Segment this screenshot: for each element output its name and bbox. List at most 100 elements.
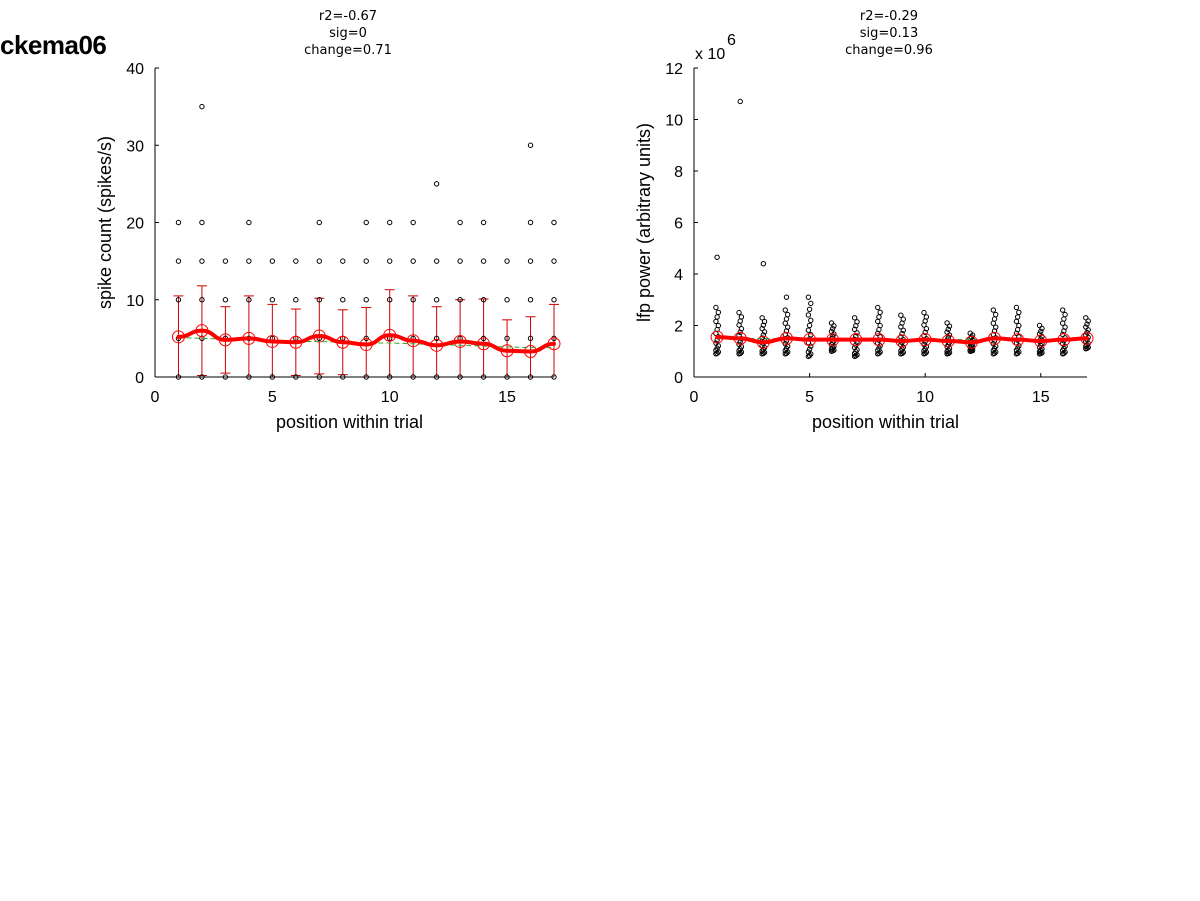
data-point [923, 326, 930, 332]
y-tick-label: 10 [665, 113, 683, 130]
data-point [1036, 322, 1043, 329]
data-point [875, 304, 881, 311]
y-tick-label: 2 [674, 319, 683, 336]
data-point [316, 374, 322, 380]
x-tick-label: 0 [151, 389, 160, 406]
data-point [921, 309, 927, 316]
data-point [1059, 307, 1066, 313]
y-tick-label: 30 [126, 138, 144, 155]
data-point [457, 374, 463, 380]
data-point [410, 258, 416, 264]
x-tick-label: 0 [690, 389, 699, 406]
data-point [899, 330, 905, 337]
data-point [551, 219, 557, 226]
y-tick-label: 8 [674, 164, 683, 181]
data-point [760, 332, 767, 338]
data-point [175, 258, 182, 264]
data-point [967, 330, 973, 336]
data-point [713, 304, 719, 311]
data-point [1016, 309, 1022, 316]
data-point [527, 142, 534, 148]
data-point [480, 297, 487, 303]
data-point [900, 327, 906, 334]
data-point [944, 329, 950, 335]
stat-text: change=0.71 [304, 43, 392, 58]
data-point [714, 350, 720, 356]
lfp-power-panel: r2=-0.29 sig=0.13 change=0.96 0 2 4 6 8 10 12 0 5 10… [634, 9, 1094, 432]
data-point [293, 258, 299, 264]
data-point [246, 258, 252, 264]
y-tick-label: 20 [126, 216, 144, 233]
data-point [759, 325, 765, 332]
data-point [808, 343, 814, 349]
figure-title: ckema06 [0, 30, 107, 60]
data-point [898, 312, 904, 318]
data-point [504, 258, 510, 264]
data-point [199, 374, 205, 380]
data-point [715, 309, 722, 316]
mean-line [176, 328, 556, 354]
data-point [736, 309, 742, 316]
data-point [340, 374, 346, 380]
data-point [944, 320, 950, 326]
data-point [782, 307, 788, 313]
data-point [1013, 304, 1020, 311]
x-tick-label: 10 [381, 389, 399, 406]
data-point [828, 320, 835, 326]
data-point [993, 311, 999, 318]
stat-text: sig=0.13 [860, 26, 918, 41]
x-axis-label: position within trial [276, 412, 423, 432]
data-point [551, 374, 557, 380]
data-point [875, 318, 881, 325]
data-point [246, 219, 252, 226]
data-point-outlier [760, 261, 767, 267]
data-point [876, 350, 882, 356]
data-point [199, 258, 205, 264]
data-point [877, 322, 883, 329]
data-point-outlier [714, 254, 720, 260]
data-point [527, 219, 534, 226]
data-point [805, 312, 812, 318]
data-point [410, 297, 416, 303]
data-point [551, 297, 557, 303]
data-point [1013, 318, 1020, 325]
data-point [457, 219, 463, 226]
stat-text: sig=0 [329, 26, 367, 41]
data-point [410, 219, 416, 226]
data-point [269, 297, 276, 303]
data-point [991, 316, 998, 322]
data-point [222, 374, 229, 380]
data-point [293, 297, 299, 303]
x-tick-label: 5 [268, 389, 277, 406]
data-point [854, 319, 860, 325]
data-point [457, 258, 463, 264]
data-point [363, 335, 369, 342]
data-point [527, 335, 534, 342]
data-point [480, 374, 487, 380]
data-point [551, 258, 557, 264]
data-point [199, 103, 205, 110]
data-point [246, 374, 252, 380]
data-point [876, 314, 882, 320]
data-point [363, 374, 369, 380]
data-point [1083, 315, 1089, 321]
data-point [806, 346, 813, 352]
data-point [199, 297, 205, 303]
data-point [1084, 321, 1090, 327]
data-point [1014, 314, 1021, 320]
data-point [993, 324, 999, 330]
y-axis-label: spike count (spikes/s) [95, 136, 115, 309]
data-point [877, 309, 883, 316]
data-point [480, 258, 487, 264]
y-tick-label: 6 [674, 216, 683, 233]
data-point [1038, 347, 1044, 354]
data-point [175, 219, 182, 226]
data-point [990, 307, 997, 313]
data-point [784, 311, 791, 318]
data-point [222, 258, 229, 264]
data-point [738, 326, 745, 332]
data-point [1016, 322, 1022, 329]
data-point [269, 258, 276, 264]
y-axis-label: lfp power (arbitrary units) [634, 123, 654, 322]
